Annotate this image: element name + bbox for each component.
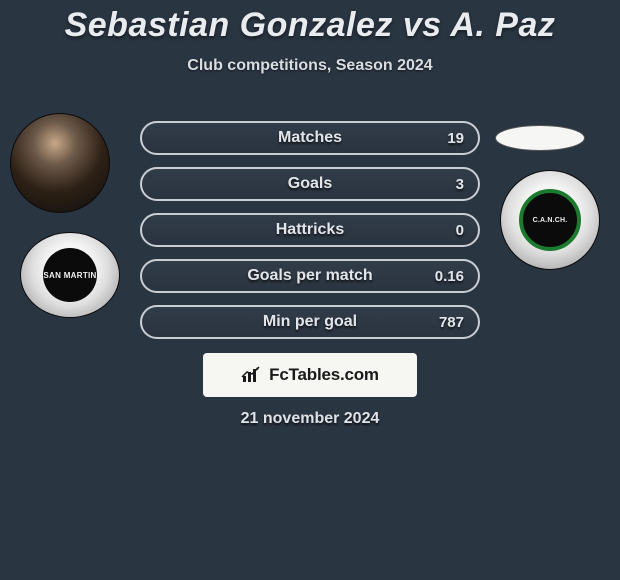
- stats-table: Matches 19 Goals 3 Hattricks 0 Goals per…: [140, 121, 480, 351]
- stat-row-gpm: Goals per match 0.16: [140, 259, 480, 293]
- blank-oval-right: [495, 125, 585, 151]
- stat-row-goals: Goals 3: [140, 167, 480, 201]
- stat-row-mpg: Min per goal 787: [140, 305, 480, 339]
- canch-badge-text: C.A.N.CH.: [533, 217, 568, 224]
- san-martin-badge-text: SAN MARTIN: [43, 248, 97, 302]
- page-subtitle: Club competitions, Season 2024: [0, 57, 620, 75]
- club-badge-left: SAN MARTIN: [20, 232, 120, 318]
- stat-label: Hattricks: [142, 215, 478, 245]
- stat-row-hattricks: Hattricks 0: [140, 213, 480, 247]
- stat-row-matches: Matches 19: [140, 121, 480, 155]
- page-title: Sebastian Gonzalez vs A. Paz: [0, 0, 620, 45]
- club-badge-right: C.A.N.CH.: [500, 170, 600, 270]
- stat-value: 787: [439, 307, 464, 337]
- stat-value: 19: [447, 123, 464, 153]
- player-photo-left: [10, 113, 110, 213]
- stat-label: Goals: [142, 169, 478, 199]
- footer-date: 21 november 2024: [0, 410, 620, 428]
- stat-label: Goals per match: [142, 261, 478, 291]
- stat-value: 0.16: [435, 261, 464, 291]
- canch-badge-inner: C.A.N.CH.: [519, 189, 581, 251]
- stat-label: Matches: [142, 123, 478, 153]
- stat-value: 3: [456, 169, 464, 199]
- stat-value: 0: [456, 215, 464, 245]
- bar-chart-icon: [241, 366, 263, 384]
- stat-label: Min per goal: [142, 307, 478, 337]
- brand-text: FcTables.com: [269, 365, 379, 385]
- brand-box[interactable]: FcTables.com: [203, 353, 417, 397]
